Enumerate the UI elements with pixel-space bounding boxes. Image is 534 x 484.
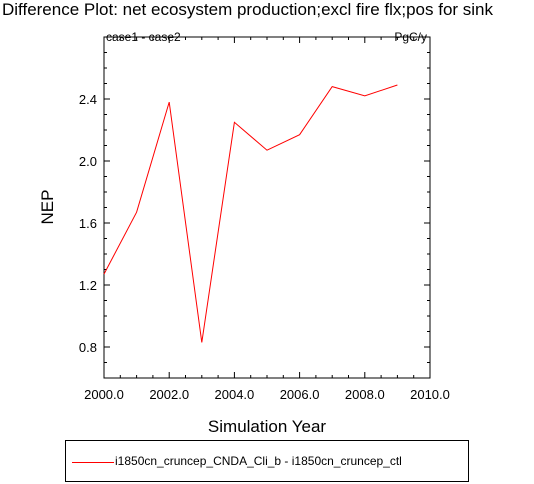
x-tick-label: 2010.0 — [410, 387, 450, 402]
x-axis-label: Simulation Year — [208, 417, 326, 436]
plot-frame — [103, 36, 431, 379]
legend: i1850cn_cruncep_CNDA_Cli_b - i1850cn_cru… — [65, 440, 469, 482]
y-tick-label: 1.2 — [79, 278, 97, 293]
legend-label: i1850cn_cruncep_CNDA_Cli_b - i1850cn_cru… — [115, 454, 402, 468]
legend-line-swatch — [72, 462, 114, 463]
x-tick-label: 2008.0 — [345, 387, 385, 402]
y-axis-label: NEP — [38, 190, 57, 225]
x-tick-label: 2006.0 — [280, 387, 320, 402]
x-tick-label: 2002.0 — [149, 387, 189, 402]
x-tick-label: 2000.0 — [84, 387, 124, 402]
x-tick-label: 2004.0 — [215, 387, 255, 402]
line-chart: 2000.0 2002.0 2004.0 2006.0 2008.0 2010.0 0.8 1… — [38, 36, 450, 436]
y-tick-label: 1.6 — [79, 216, 97, 231]
y-tick-label: 2.4 — [79, 92, 97, 107]
series-line — [103, 84, 398, 343]
chart-title: Difference Plot: net ecosystem productio… — [2, 0, 494, 19]
y-tick-label: 0.8 — [79, 340, 97, 355]
y-tick-label: 2.0 — [79, 154, 97, 169]
